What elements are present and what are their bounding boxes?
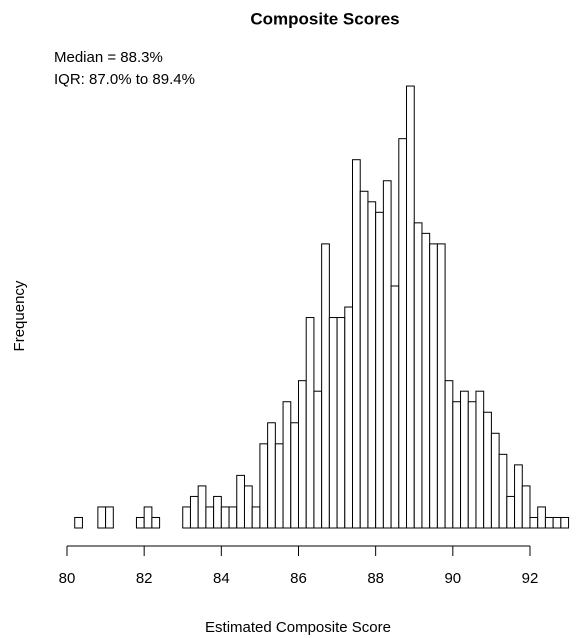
bar [352,159,361,529]
annotation: Median = 88.3% [54,49,163,66]
bar [475,390,485,529]
x-tick-label: 80 [59,570,76,587]
bar [228,506,238,529]
chart-title: Composite Scores [250,9,399,28]
bar [452,401,462,529]
bar [135,516,145,529]
x-tick-label: 82 [136,570,153,587]
bar [290,422,299,529]
bar [251,506,261,529]
bar [189,495,199,529]
bar [220,506,230,529]
bar [259,443,269,529]
bar [236,474,245,529]
bar [467,401,477,529]
bar [213,495,222,529]
bar [390,285,400,529]
bar [398,138,408,529]
x-tick-label: 92 [522,570,539,587]
bar [305,317,315,529]
bar [537,506,546,529]
bar [143,506,153,529]
bar [460,390,469,529]
bar [421,232,431,529]
bar [490,432,500,529]
y-axis-label: Frequency [11,280,28,351]
bar [313,390,323,529]
bar [436,243,446,529]
bar [514,464,523,529]
x-axis-label: Estimated Composite Score [205,619,391,636]
bar [282,401,292,529]
bar [321,243,330,529]
bar [529,516,539,529]
bar [182,506,191,529]
bar [344,306,354,529]
bar [359,190,369,529]
bar [429,243,438,529]
bar [267,422,276,529]
bar [506,495,516,529]
x-tick-label: 90 [444,570,461,587]
bar [406,85,415,529]
bar [297,380,307,529]
bar [97,506,107,529]
x-tick-label: 86 [290,570,307,587]
bar [336,317,346,529]
bar [367,201,377,529]
bar [205,506,215,529]
bar [521,485,531,529]
bar [413,222,423,529]
x-tick-label: 88 [367,570,384,587]
bar [105,506,114,529]
bar [483,411,492,529]
bar [552,516,562,529]
bar [382,180,392,529]
x-tick-label: 84 [213,570,230,587]
bar [274,443,284,529]
bar [74,516,83,529]
annotation: IQR: 87.0% to 89.4% [54,71,195,88]
bar [197,485,207,529]
bar [544,516,554,529]
bar [444,380,454,529]
bar [328,317,338,529]
bar [151,516,161,529]
bar [560,516,570,529]
bar [243,485,253,529]
bar [498,453,508,529]
bar [375,211,384,529]
